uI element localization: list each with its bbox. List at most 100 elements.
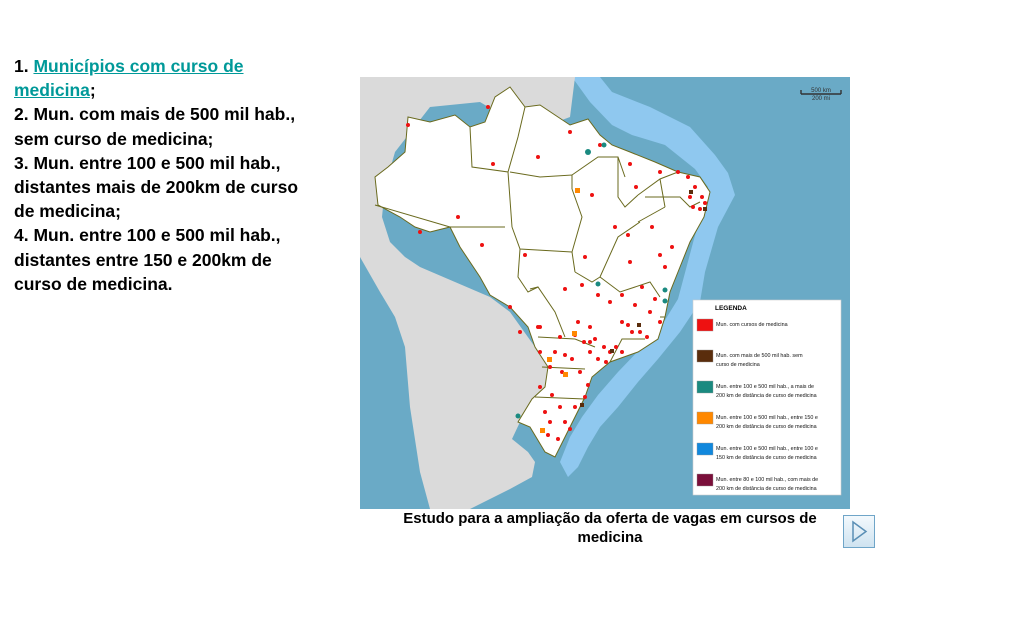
legend-label: Mun. entre 100 e 500 mil hab., entre 100…	[716, 446, 818, 452]
municipality-dot	[563, 287, 567, 291]
legend-label: 200 km de distância de curso de medicina	[716, 393, 817, 399]
municipality-dot	[583, 395, 587, 399]
municipality-dot	[548, 365, 552, 369]
municipality-dot	[676, 170, 680, 174]
municipality-dot	[593, 337, 597, 341]
legend-item: Mun. com mais de 500 mil hab. sem curso d…	[696, 349, 803, 368]
brown-marker	[610, 349, 614, 353]
municipality-dot	[634, 185, 638, 189]
orange-marker	[572, 331, 577, 336]
teal-marker	[662, 287, 668, 293]
legend-item: Mun. entre 100 e 500 mil hab., entre 150…	[696, 411, 818, 430]
legend-label: 200 km de distância de curso de medicina	[716, 486, 817, 492]
municipality-dot	[582, 340, 586, 344]
municipality-dot	[580, 283, 584, 287]
legend-items: Mun. com cursos de medicina Mun. com mais…	[696, 318, 818, 492]
list-item-1: 1. Municípios com curso de medicina;	[14, 54, 314, 102]
coastal-waters	[560, 77, 735, 477]
teal-marker	[662, 298, 668, 304]
municipality-dot	[563, 353, 567, 357]
brazil-map: 500 km 200 mi	[360, 77, 850, 509]
orange-marker	[575, 188, 580, 193]
legend-title: LEGENDA	[715, 305, 747, 312]
teal-marker	[595, 281, 601, 287]
municipality-dot	[418, 230, 422, 234]
municipality-dot	[608, 300, 612, 304]
neighbor-countries	[360, 77, 575, 509]
legend-label: Mun. com cursos de medicina	[716, 322, 788, 328]
municipality-dot	[548, 420, 552, 424]
municipality-dot	[573, 405, 577, 409]
municipality-dot	[558, 335, 562, 339]
legend-label: 150 km de distância de curso de medicina	[716, 455, 817, 461]
map-canvas: 500 km 200 mi	[360, 77, 850, 509]
teal-marker	[585, 149, 591, 155]
municipality-dot	[538, 385, 542, 389]
brazil-territory	[375, 87, 710, 457]
teal-marker	[515, 413, 521, 419]
item-text: Mun. entre 100 e 500 mil hab., distantes…	[14, 152, 299, 222]
municipality-dot	[486, 105, 490, 109]
list-item-2: 2. Mun. com mais de 500 mil hab., sem cu…	[14, 102, 314, 150]
municipality-dot	[630, 330, 634, 334]
municipality-dot	[538, 350, 542, 354]
legend-label: Mun. entre 100 e 500 mil hab., entre 150…	[716, 415, 818, 421]
municipality-dot	[480, 243, 484, 247]
municipality-dot	[556, 437, 560, 441]
municipality-dot	[583, 255, 587, 259]
municipality-dot	[670, 245, 674, 249]
municipality-dot	[553, 350, 557, 354]
municipality-dot	[658, 170, 662, 174]
municipality-dot	[588, 325, 592, 329]
municipality-dot	[650, 225, 654, 229]
scale-bar: 500 km 200 mi	[800, 88, 842, 102]
item-number: 1.	[14, 56, 34, 76]
municipality-dot	[550, 393, 554, 397]
municipality-dot	[563, 420, 567, 424]
municipality-dot	[570, 357, 574, 361]
municipality-dot	[456, 215, 460, 219]
municipality-dot	[543, 410, 547, 414]
municipality-dot	[596, 357, 600, 361]
med-course-dots	[406, 105, 707, 441]
map-caption: Estudo para a ampliação da oferta de vag…	[403, 510, 817, 546]
municipality-dot	[568, 130, 572, 134]
item-number: 3.	[14, 152, 34, 173]
medicine-courses-link[interactable]: Municípios com curso de medicina	[14, 56, 244, 101]
map-legend: LEGENDA Mun. com cursos de medicinaMun. …	[692, 299, 842, 496]
municipality-dot	[576, 320, 580, 324]
legend-swatch	[696, 380, 714, 394]
municipality-dot	[688, 195, 692, 199]
municipality-dot	[658, 320, 662, 324]
municipality-dot	[604, 360, 608, 364]
municipality-dot	[645, 335, 649, 339]
legend-swatch	[696, 473, 714, 487]
municipality-dot	[596, 293, 600, 297]
legend-swatch	[696, 442, 714, 456]
municipality-dot	[626, 323, 630, 327]
brown-marker	[703, 207, 707, 211]
description-list: 1. Municípios com curso de medicina; 2. …	[14, 54, 314, 296]
municipality-dot	[620, 350, 624, 354]
legend-label: 200 km de distância de curso de medicina	[716, 424, 817, 430]
brown-marker	[637, 323, 641, 327]
municipality-dot	[568, 427, 572, 431]
municipality-dot	[538, 325, 542, 329]
orange-marker	[547, 357, 552, 362]
category-markers	[515, 142, 707, 433]
municipality-dot	[628, 162, 632, 166]
municipality-dot	[590, 193, 594, 197]
municipality-dot	[693, 185, 697, 189]
legend-label: Mun. entre 80 e 100 mil hab., com mais d…	[716, 477, 818, 483]
next-slide-button[interactable]	[843, 515, 875, 548]
municipality-dot	[658, 253, 662, 257]
municipality-dot	[648, 310, 652, 314]
list-item-3: 3. Mun. entre 100 e 500 mil hab., distan…	[14, 151, 314, 224]
municipality-dot	[406, 123, 410, 127]
brown-marker	[580, 403, 584, 407]
legend-label: curso de medicina	[716, 362, 760, 368]
orange-marker	[540, 428, 545, 433]
municipality-dot	[518, 330, 522, 334]
legend-item: Mun. com cursos de medicina	[696, 318, 788, 332]
municipality-dot	[546, 433, 550, 437]
